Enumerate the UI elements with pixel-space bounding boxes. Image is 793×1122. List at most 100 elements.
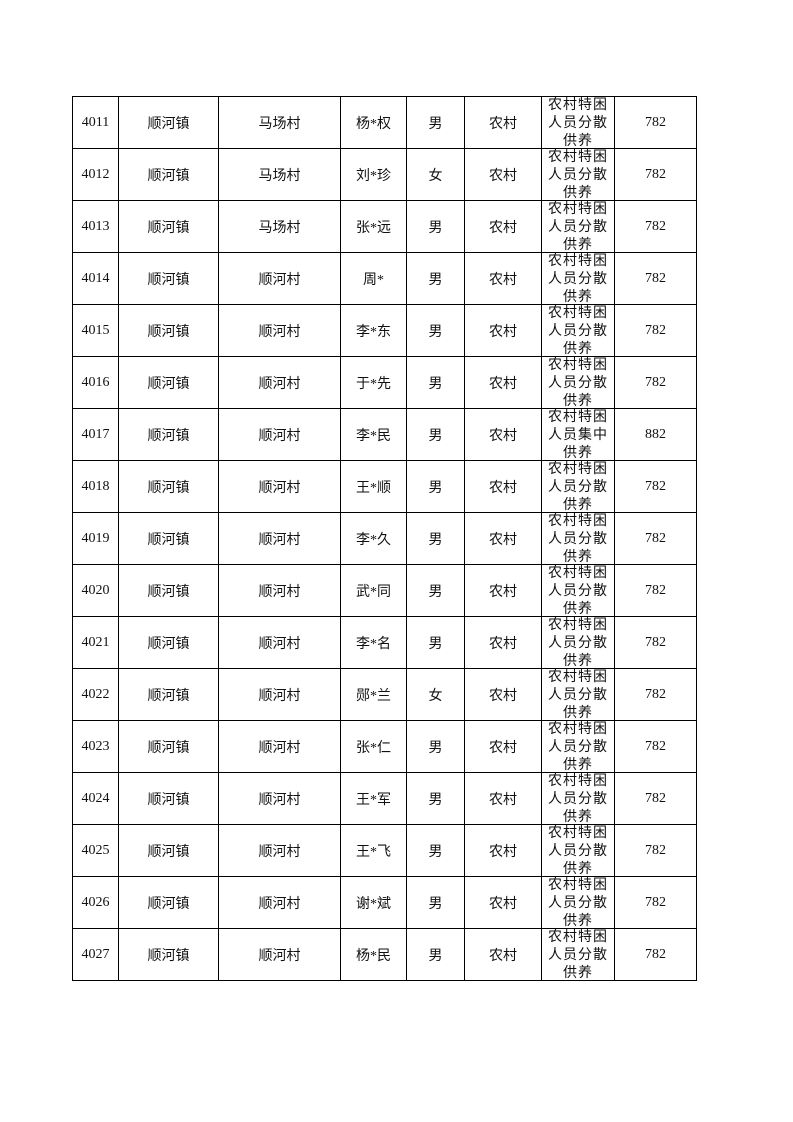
cell-no: 4027 <box>72 928 119 981</box>
cell-village: 顺河村 <box>218 252 341 305</box>
cell-village: 顺河村 <box>218 356 341 409</box>
cell-amount: 882 <box>614 408 697 461</box>
cell-gender: 女 <box>406 668 465 721</box>
cell-no: 4014 <box>72 252 119 305</box>
cell-town: 顺河镇 <box>118 356 219 409</box>
cell-village: 马场村 <box>218 200 341 253</box>
cell-amount: 782 <box>614 668 697 721</box>
cell-type-text: 农村特困人员分散供养 <box>548 878 608 928</box>
cell-gender: 男 <box>406 772 465 825</box>
cell-village: 顺河村 <box>218 304 341 357</box>
cell-no: 4012 <box>72 148 119 201</box>
cell-no: 4017 <box>72 408 119 461</box>
cell-village: 顺河村 <box>218 824 341 877</box>
cell-gender: 女 <box>406 148 465 201</box>
table-row: 4015 顺河镇 顺河村 李*东男农村 农村特困人员分散供养 782 <box>72 304 697 357</box>
cell-town: 顺河镇 <box>118 408 219 461</box>
cell-type: 农村特困人员分散供养 <box>541 252 615 305</box>
cell-village: 顺河村 <box>218 772 341 825</box>
cell-village: 马场村 <box>218 96 341 149</box>
cell-type: 农村特困人员分散供养 <box>541 564 615 617</box>
cell-village: 顺河村 <box>218 512 341 565</box>
table-row: 4012 顺河镇 马场村 刘*珍女农村 农村特困人员分散供养 782 <box>72 148 697 201</box>
cell-no: 4021 <box>72 616 119 669</box>
cell-residence: 农村 <box>464 928 542 981</box>
cell-type: 农村特困人员分散供养 <box>541 720 615 773</box>
cell-type-text: 农村特困人员分散供养 <box>548 826 608 876</box>
cell-type-text: 农村特困人员分散供养 <box>548 722 608 772</box>
cell-no: 4016 <box>72 356 119 409</box>
cell-type-text: 农村特困人员分散供养 <box>548 514 608 564</box>
cell-gender: 男 <box>406 616 465 669</box>
cell-type-text: 农村特困人员分散供养 <box>548 618 608 668</box>
cell-amount: 782 <box>614 772 697 825</box>
table-row: 4017 顺河镇 顺河村 李*民男农村 农村特困人员集中供养 882 <box>72 408 697 461</box>
cell-amount: 782 <box>614 512 697 565</box>
table-row: 4013 顺河镇 马场村 张*远男农村 农村特困人员分散供养 782 <box>72 200 697 253</box>
cell-town: 顺河镇 <box>118 96 219 149</box>
cell-residence: 农村 <box>464 408 542 461</box>
table-row: 4014 顺河镇 顺河村 周* 男农村 农村特困人员分散供养 782 <box>72 252 697 305</box>
relief-recipients-table: 4011 顺河镇 马场村 杨*权男农村 农村特困人员分散供养 782 4012 顺河镇 马场村刘… <box>72 96 697 981</box>
cell-amount: 782 <box>614 616 697 669</box>
cell-name: 谢*斌 <box>340 876 407 929</box>
cell-gender: 男 <box>406 304 465 357</box>
table-row: 4022 顺河镇 顺河村 郧*兰女农村 农村特困人员分散供养 782 <box>72 668 697 721</box>
cell-amount: 782 <box>614 928 697 981</box>
table-row: 4011 顺河镇 马场村 杨*权男农村 农村特困人员分散供养 782 <box>72 96 697 149</box>
cell-type: 农村特困人员分散供养 <box>541 148 615 201</box>
cell-village: 顺河村 <box>218 460 341 513</box>
cell-town: 顺河镇 <box>118 616 219 669</box>
cell-residence: 农村 <box>464 616 542 669</box>
cell-no: 4018 <box>72 460 119 513</box>
cell-name: 李*久 <box>340 512 407 565</box>
cell-amount: 782 <box>614 356 697 409</box>
cell-residence: 农村 <box>464 564 542 617</box>
cell-village: 顺河村 <box>218 564 341 617</box>
cell-amount: 782 <box>614 876 697 929</box>
cell-town: 顺河镇 <box>118 564 219 617</box>
cell-residence: 农村 <box>464 304 542 357</box>
cell-residence: 农村 <box>464 876 542 929</box>
cell-no: 4020 <box>72 564 119 617</box>
cell-amount: 782 <box>614 252 697 305</box>
cell-residence: 农村 <box>464 512 542 565</box>
cell-amount: 782 <box>614 96 697 149</box>
cell-residence: 农村 <box>464 252 542 305</box>
cell-village: 马场村 <box>218 148 341 201</box>
cell-type: 农村特困人员分散供养 <box>541 616 615 669</box>
cell-type: 农村特困人员分散供养 <box>541 200 615 253</box>
cell-type-text: 农村特困人员分散供养 <box>548 930 608 980</box>
cell-type-text: 农村特困人员分散供养 <box>548 670 608 720</box>
cell-gender: 男 <box>406 720 465 773</box>
cell-type-text: 农村特困人员分散供养 <box>548 462 608 512</box>
cell-gender: 男 <box>406 356 465 409</box>
cell-type-text: 农村特困人员分散供养 <box>548 150 608 200</box>
cell-type: 农村特困人员分散供养 <box>541 96 615 149</box>
cell-no: 4022 <box>72 668 119 721</box>
cell-town: 顺河镇 <box>118 720 219 773</box>
cell-no: 4026 <box>72 876 119 929</box>
cell-no: 4015 <box>72 304 119 357</box>
cell-gender: 男 <box>406 824 465 877</box>
cell-name: 张*仁 <box>340 720 407 773</box>
cell-name: 周* <box>340 252 407 305</box>
cell-town: 顺河镇 <box>118 824 219 877</box>
cell-type: 农村特困人员分散供养 <box>541 824 615 877</box>
cell-gender: 男 <box>406 460 465 513</box>
cell-type: 农村特困人员分散供养 <box>541 668 615 721</box>
cell-type: 农村特困人员分散供养 <box>541 512 615 565</box>
cell-type: 农村特困人员分散供养 <box>541 876 615 929</box>
cell-name: 杨*民 <box>340 928 407 981</box>
cell-town: 顺河镇 <box>118 304 219 357</box>
table-row: 4020 顺河镇 顺河村 武*同男农村 农村特困人员分散供养 782 <box>72 564 697 617</box>
table-row: 4027 顺河镇 顺河村 杨*民男农村 农村特困人员分散供养 782 <box>72 928 697 981</box>
table-row: 4023 顺河镇 顺河村 张*仁男农村 农村特困人员分散供养 782 <box>72 720 697 773</box>
cell-residence: 农村 <box>464 668 542 721</box>
cell-amount: 782 <box>614 304 697 357</box>
cell-gender: 男 <box>406 96 465 149</box>
table-row: 4025 顺河镇 顺河村 王*飞男农村 农村特困人员分散供养 782 <box>72 824 697 877</box>
cell-type-text: 农村特困人员集中供养 <box>548 410 608 460</box>
cell-type: 农村特困人员集中供养 <box>541 408 615 461</box>
cell-type: 农村特困人员分散供养 <box>541 304 615 357</box>
